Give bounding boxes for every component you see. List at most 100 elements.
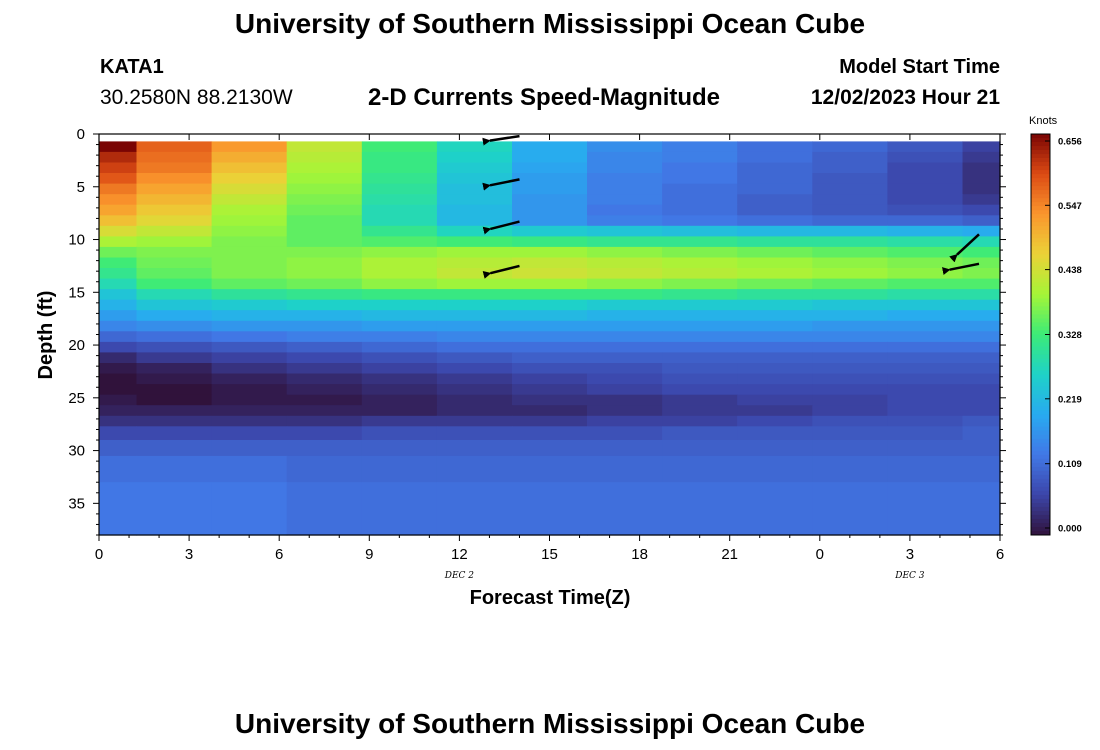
heatmap-cell <box>211 455 288 483</box>
heatmap-cell <box>587 204 663 216</box>
heatmap-cell <box>812 194 888 206</box>
colorbar-segment <box>1031 302 1050 307</box>
heatmap-cell <box>512 373 588 385</box>
heatmap-cell <box>136 415 213 427</box>
heatmap-cell <box>962 352 1001 364</box>
heatmap-cell <box>812 331 888 343</box>
heatmap-cell <box>962 331 1001 343</box>
heatmap-cell <box>211 394 288 406</box>
heatmap-cell <box>436 268 513 280</box>
heatmap-cell <box>737 151 813 164</box>
heatmap-cell <box>99 352 138 364</box>
heatmap-cell <box>737 278 813 290</box>
heatmap-cell <box>286 173 363 185</box>
colorbar-segment <box>1031 466 1050 472</box>
heatmap-cell <box>887 246 964 259</box>
heatmap-cell <box>812 225 888 237</box>
heatmap-cell <box>436 215 513 227</box>
colorbar-segment <box>1031 166 1050 171</box>
current-arrow <box>949 233 980 263</box>
heatmap-cell <box>361 299 438 311</box>
colorbar-segment <box>1031 142 1050 147</box>
current-arrow <box>482 220 520 235</box>
heatmap-cell <box>737 268 813 280</box>
heatmap-cell <box>361 289 438 301</box>
colorbar-tick-label: 0.547 <box>1058 201 1082 212</box>
colorbar-segment <box>1031 270 1050 275</box>
heatmap-cell <box>211 204 288 216</box>
heatmap-cell <box>512 352 588 364</box>
heatmap-cell <box>136 194 213 206</box>
heatmap-cell <box>211 268 288 280</box>
colorbar-segment <box>1031 210 1050 215</box>
heatmap-cell <box>436 341 513 354</box>
station-id: KATA1 <box>100 56 164 78</box>
heatmap-cell <box>136 299 213 311</box>
heatmap-cell <box>662 394 738 406</box>
heatmap-cell <box>737 215 813 227</box>
heatmap-cell <box>211 440 288 457</box>
colorbar-segment <box>1031 326 1050 331</box>
heatmap-cell <box>136 151 213 164</box>
x-tick-label: 6 <box>996 546 1004 563</box>
colorbar-segment <box>1031 170 1050 175</box>
colorbar-segment <box>1031 278 1050 283</box>
heatmap-cell <box>136 183 213 195</box>
heatmap-cell <box>136 310 213 322</box>
heatmap-cell <box>662 320 738 332</box>
heatmap-cell <box>211 363 288 375</box>
heatmap-cell <box>962 299 1001 311</box>
colorbar-segment <box>1031 518 1050 524</box>
heatmap-cell <box>136 405 213 417</box>
heatmap-cell <box>737 341 813 354</box>
heatmap-cell <box>136 352 213 364</box>
y-tick-label: 25 <box>68 390 85 407</box>
colorbar-segment <box>1031 306 1050 311</box>
heatmap-cell <box>812 373 888 385</box>
heatmap-cell <box>436 246 513 259</box>
heatmap-cell <box>436 162 513 174</box>
heatmap-cell <box>587 215 663 227</box>
heatmap-cell <box>436 257 513 269</box>
heatmap-cell <box>99 310 138 322</box>
heatmap-cell <box>136 289 213 301</box>
colorbar-segment <box>1031 382 1050 388</box>
heatmap-cell <box>737 194 813 206</box>
heatmap-cell <box>812 236 888 248</box>
heatmap-cell <box>662 162 738 174</box>
heatmap-cell <box>812 384 888 396</box>
colorbar-segment <box>1031 178 1050 183</box>
heatmap-cell <box>286 141 363 153</box>
colorbar-segment <box>1031 134 1050 139</box>
heatmap-cell <box>662 278 738 290</box>
colorbar-segment <box>1031 286 1050 291</box>
colorbar-segment <box>1031 530 1050 536</box>
colorbar-segment <box>1031 390 1050 396</box>
colorbar-segment <box>1031 146 1050 151</box>
heatmap-cell <box>436 299 513 311</box>
heatmap-cell <box>962 278 1001 290</box>
heatmap-cell <box>286 194 363 206</box>
heatmap-cell <box>99 246 138 259</box>
colorbar-segment <box>1031 398 1050 404</box>
heatmap-cell <box>887 215 964 227</box>
heatmap-cell <box>361 394 438 406</box>
colorbar-segment <box>1031 498 1050 504</box>
heatmap-cell <box>436 455 513 483</box>
heatmap-cell <box>211 384 288 396</box>
heatmap-cell <box>887 455 964 483</box>
colorbar-segment <box>1031 438 1050 444</box>
heatmap-cell <box>211 405 288 417</box>
heatmap-cell <box>361 278 438 290</box>
colorbar-segment <box>1031 202 1050 207</box>
heatmap-cell <box>737 482 813 536</box>
heatmap-cell <box>211 236 288 248</box>
heatmap-cell <box>512 363 588 375</box>
colorbar-segment <box>1031 162 1050 167</box>
heatmap-cell <box>962 151 1001 164</box>
heatmap-cell <box>587 320 663 332</box>
heatmap-cell <box>587 183 663 195</box>
heatmap-cell <box>812 257 888 269</box>
heatmap-cell <box>887 373 964 385</box>
heatmap-cell <box>99 455 138 483</box>
